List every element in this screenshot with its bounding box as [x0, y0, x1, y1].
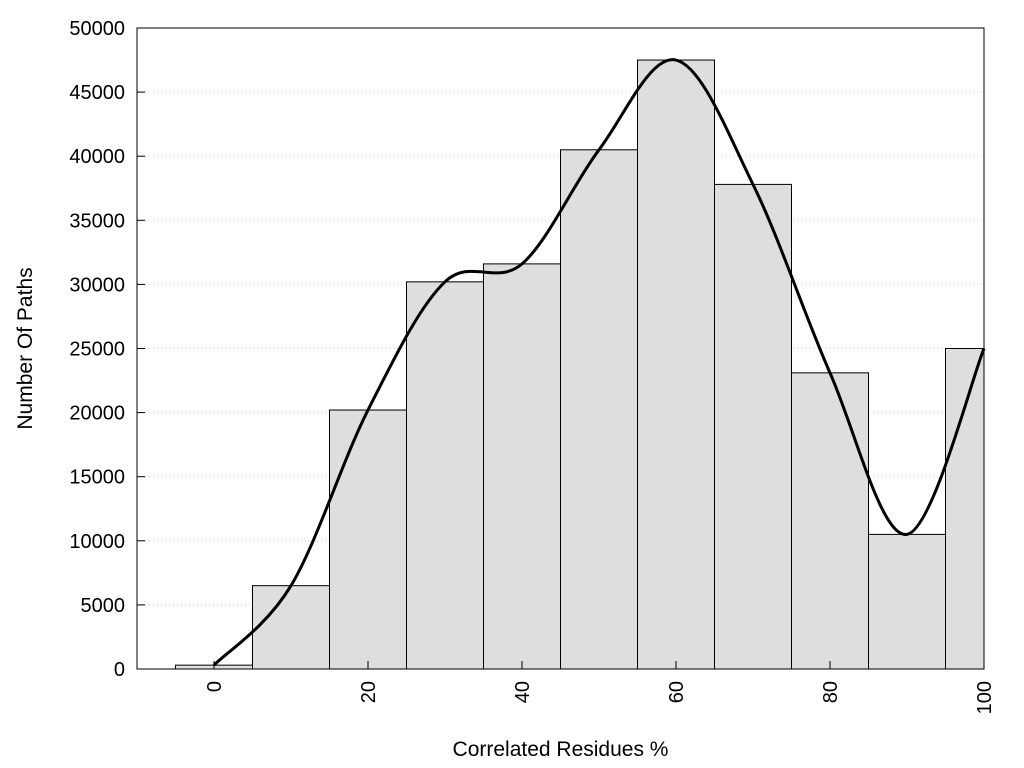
- x-axis-ticks: 0 20 40 60 80 100: [204, 661, 996, 714]
- y-tick-label: 35000: [69, 210, 125, 232]
- y-tick-label: 5000: [81, 595, 126, 617]
- histogram-bar: [791, 372, 869, 670]
- histogram-bar: [483, 263, 561, 670]
- histogram-bar: [868, 533, 946, 670]
- smoothed-line: [212, 58, 986, 667]
- y-tick-label: 45000: [69, 82, 125, 104]
- histogram-bar: [637, 59, 715, 670]
- x-tick-label: 100: [974, 681, 996, 714]
- histogram-bar: [329, 409, 407, 670]
- y-tick-label: 50000: [69, 18, 125, 40]
- x-axis-title: Correlated Residues %: [453, 738, 669, 761]
- bars: [175, 59, 985, 670]
- y-tick-label: 20000: [69, 403, 125, 425]
- x-tick-label: 0: [204, 681, 226, 692]
- y-tick-label: 25000: [69, 339, 125, 361]
- y-axis-title: Number Of Paths: [14, 267, 37, 429]
- x-tick-label: 20: [358, 681, 380, 703]
- y-tick-label: 15000: [69, 467, 125, 489]
- x-tick-label: 40: [512, 681, 534, 703]
- histogram-bar: [714, 183, 792, 670]
- histogram-bar: [945, 348, 985, 670]
- y-tick-label: 0: [114, 659, 125, 681]
- x-tick-label: 80: [820, 681, 842, 703]
- y-tick-label: 30000: [69, 274, 125, 296]
- x-tick-label: 60: [666, 681, 688, 703]
- histogram-bar: [252, 585, 330, 670]
- y-axis-ticks: 0 5000 10000 15000 20000 25000 30000 35000 40000…: [69, 18, 145, 681]
- histogram-bar: [406, 281, 484, 670]
- y-tick-label: 40000: [69, 146, 125, 168]
- histogram-bar: [560, 149, 638, 670]
- y-tick-label: 10000: [69, 531, 125, 553]
